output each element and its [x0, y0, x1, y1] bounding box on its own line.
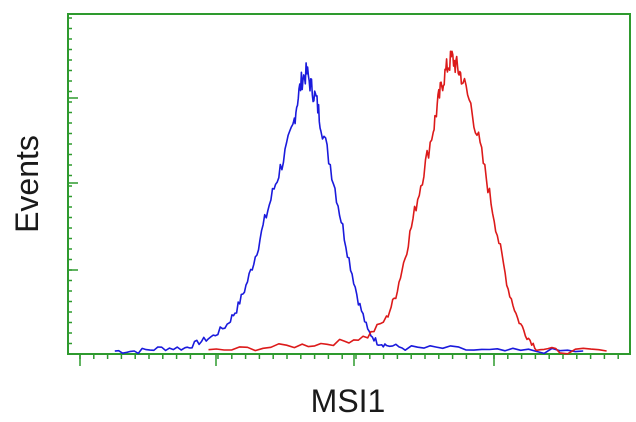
x-axis-label: MSI1	[311, 383, 386, 419]
series-line-blue	[114, 62, 584, 355]
y-axis-label: Events	[9, 135, 45, 233]
series-layer	[114, 50, 607, 355]
axis-ticks	[68, 13, 619, 366]
plot-area	[67, 13, 631, 355]
series-line-red	[208, 50, 607, 355]
